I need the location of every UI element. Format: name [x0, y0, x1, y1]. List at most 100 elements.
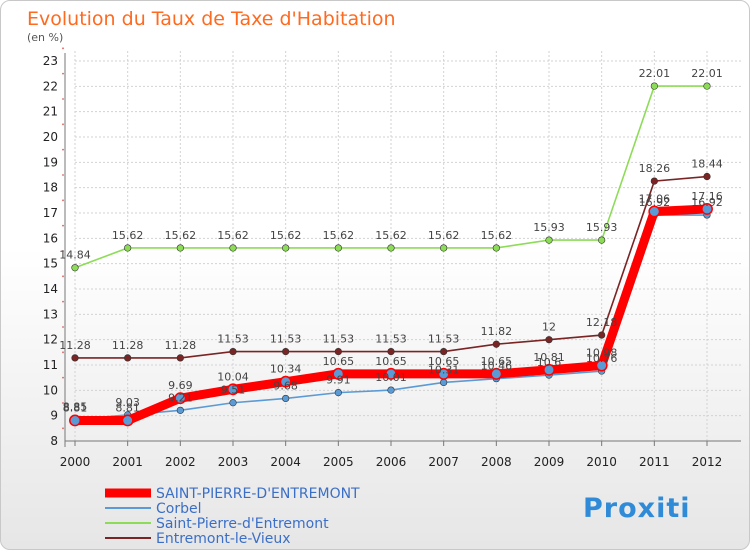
data-labels: 14.84 15.62 15.62 15.62 15.62 15.62 15.62 15.62…: [59, 67, 723, 414]
data-point: [492, 340, 500, 348]
x-tick-label: 2006: [376, 455, 407, 469]
data-label: 10.65: [428, 355, 460, 368]
data-label: 15.93: [533, 221, 565, 234]
data-label: 15.62: [112, 229, 144, 242]
minor-tick: [62, 98, 64, 100]
data-point: [440, 347, 448, 356]
x-tick-label: 2007: [428, 455, 459, 469]
data-label: 12: [542, 321, 556, 334]
y-tick-label: 17: [43, 206, 58, 220]
y-tick-label: 8: [50, 434, 58, 448]
data-label: 16.92: [639, 196, 671, 209]
data-label: 10.04: [217, 370, 249, 383]
data-label: 9.03: [115, 396, 140, 409]
minor-tick: [62, 351, 64, 354]
data-point: [229, 399, 237, 407]
data-point: [332, 367, 345, 380]
x-tick-label: 2004: [270, 455, 301, 469]
data-label: 15.62: [217, 229, 249, 242]
data-point: [227, 383, 239, 396]
data-label: 10.46: [481, 360, 513, 373]
minor-tick: [62, 250, 64, 252]
data-point: [174, 392, 187, 405]
data-label: 10.31: [428, 363, 460, 376]
minor-tick: [62, 123, 64, 126]
data-point: [440, 378, 448, 387]
data-label: 9.51: [221, 384, 246, 397]
data-point: [543, 363, 555, 376]
data-point: [334, 244, 342, 252]
brand-logo: Proxiti: [583, 493, 691, 524]
data-point: [176, 406, 184, 414]
data-label: 11.28: [112, 339, 144, 352]
data-point: [387, 386, 395, 394]
y-tick-label: 22: [43, 79, 58, 93]
data-label: 15.62: [428, 229, 460, 242]
data-point: [595, 359, 608, 372]
data-label: 8.81: [63, 401, 88, 414]
data-point: [490, 367, 503, 380]
minor-tick: [62, 224, 64, 227]
minor-tick: [62, 199, 64, 202]
data-point: [282, 347, 290, 356]
x-tick-label: 2003: [218, 455, 249, 469]
minor-tick: [62, 148, 64, 151]
data-point: [334, 347, 342, 356]
y-tick-label: 9: [50, 409, 58, 423]
x-tick-label: 2011: [639, 455, 670, 469]
data-label: 16.92: [691, 196, 723, 209]
data-label: 8.85: [63, 400, 88, 413]
series-3: [69, 202, 713, 427]
series-layer: [69, 82, 713, 427]
data-label: 17.16: [691, 190, 723, 203]
y-tick-label: 19: [43, 155, 58, 169]
x-tick-label: 2009: [534, 455, 565, 469]
y-tick-label: 23: [43, 54, 58, 68]
data-label: 10.34: [270, 363, 302, 376]
x-tick-label: 2012: [692, 455, 723, 469]
y-tick-label: 11: [43, 358, 58, 372]
data-label: 11.53: [428, 333, 460, 346]
data-point: [124, 354, 132, 362]
minor-tick: [62, 402, 64, 404]
data-point: [648, 205, 661, 218]
data-label: 11.82: [481, 325, 513, 338]
y-tick-label: 12: [43, 333, 58, 347]
y-tick-label: 15: [43, 257, 58, 271]
data-label: 15.62: [481, 229, 513, 242]
data-point: [701, 202, 713, 215]
data-point: [703, 82, 711, 90]
data-point: [703, 172, 711, 181]
brand-text: Proxiti: [583, 493, 691, 524]
minor-tick: [62, 376, 64, 379]
data-label: 14.84: [59, 249, 91, 262]
data-label: 11.53: [375, 333, 407, 346]
data-label: 8.81: [115, 401, 140, 414]
data-label: 9.91: [326, 374, 351, 387]
data-point: [440, 244, 448, 252]
data-label: 15.62: [165, 229, 197, 242]
y-tick-label: 10: [43, 383, 58, 397]
data-point: [650, 177, 658, 185]
legend-label: Saint-Pierre-d'Entremont: [156, 516, 329, 532]
data-label: 11.53: [270, 333, 302, 346]
data-label: 17.06: [639, 192, 671, 205]
data-label: 22.01: [691, 67, 723, 80]
data-point: [387, 244, 395, 252]
minor-tick: [62, 326, 64, 328]
data-point: [282, 244, 290, 252]
minor-tick: [62, 174, 64, 176]
axes: 8 9 10 11 12 13 14 15 16 17 18 19 20 21 22 23 2000 2001 20…: [43, 47, 741, 469]
data-point: [121, 414, 134, 427]
data-label: 11.53: [217, 333, 249, 346]
data-point: [650, 82, 658, 90]
data-point: [279, 375, 292, 388]
data-point: [282, 394, 290, 403]
data-label: 10.65: [323, 355, 355, 368]
data-point: [492, 244, 500, 252]
y-tick-label: 18: [43, 181, 58, 195]
y-tick-label: 20: [43, 130, 58, 144]
data-point: [71, 264, 79, 272]
data-point: [598, 331, 606, 339]
data-point: [545, 236, 553, 244]
